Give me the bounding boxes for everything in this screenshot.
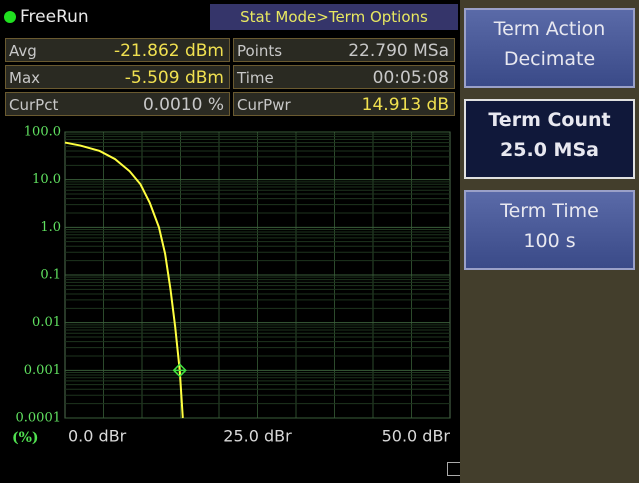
- softkey-panel: Term Action Decimate Term Count 25.0 MSa Ter…: [460, 0, 639, 483]
- readout-label: Max: [9, 69, 41, 87]
- readout: Time 00:05:08: [233, 65, 455, 89]
- y-tick-label: 0.0001: [16, 411, 62, 426]
- readout-label: Avg: [9, 42, 37, 60]
- readout-value: -5.509 dBm: [124, 68, 224, 88]
- softkey-title: Term Count: [488, 109, 611, 131]
- softkey-title: Term Time: [500, 200, 599, 222]
- plot: 100.0 10.0 1.0 0.1 0.01 0.001 0.0001 0.0 dBr 25.…: [12, 125, 451, 446]
- readout-label: CurPct: [9, 96, 59, 114]
- x-tick-label: 50.0 dBr: [382, 427, 451, 446]
- y-unit: (%): [12, 430, 39, 446]
- softkey-value: 25.0 MSa: [500, 139, 599, 161]
- status-led: [4, 11, 16, 23]
- readout-label: CurPwr: [237, 96, 291, 114]
- softkey[interactable]: Term Count 25.0 MSa: [464, 99, 635, 179]
- readout-value: 00:05:08: [372, 68, 449, 88]
- y-tick-label: 0.1: [40, 268, 61, 283]
- y-tick-label: 0.01: [32, 315, 61, 330]
- y-tick-label: 10.0: [32, 172, 61, 187]
- readout: CurPct 0.0010 %: [5, 92, 230, 116]
- y-tick-label: 1.0: [40, 220, 61, 235]
- readout-value: -21.862 dBm: [113, 41, 224, 61]
- x-tick-label: 25.0 dBr: [223, 427, 292, 446]
- status: FreeRun: [4, 4, 89, 30]
- softkey[interactable]: Term Action Decimate: [464, 8, 635, 88]
- softkey[interactable]: Term Time 100 s: [464, 190, 635, 270]
- remote-icon: [447, 462, 461, 476]
- softkey-value: 100 s: [523, 230, 576, 252]
- softkey-title: Term Action: [493, 18, 606, 40]
- y-tick-label: 100.0: [24, 125, 61, 140]
- readout: Points 22.790 MSa: [233, 38, 455, 62]
- marker: [172, 363, 187, 378]
- ccdf-curve: [64, 141, 184, 419]
- readout-label: Points: [237, 42, 283, 60]
- readout-label: Time: [237, 69, 274, 87]
- status-text: FreeRun: [20, 7, 89, 27]
- readout: Avg -21.862 dBm: [5, 38, 230, 62]
- readout: Max -5.509 dBm: [5, 65, 230, 89]
- softkey-value: Decimate: [503, 48, 596, 70]
- readout-value: 0.0010 %: [142, 95, 224, 115]
- y-tick-label: 0.001: [24, 363, 61, 378]
- readout-value: 22.790 MSa: [348, 41, 449, 61]
- menu-path: Stat Mode>Term Options: [210, 4, 458, 30]
- x-tick-label: 0.0 dBr: [68, 427, 127, 446]
- readout: CurPwr 14.913 dB: [233, 92, 455, 116]
- readout-value: 14.913 dB: [361, 95, 449, 115]
